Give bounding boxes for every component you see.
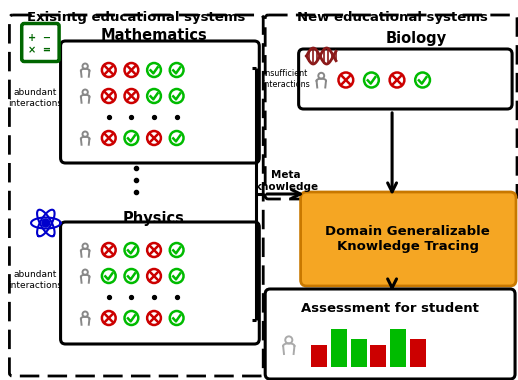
Text: Assessment for student: Assessment for student: [301, 301, 479, 315]
Bar: [410, 339, 425, 367]
FancyBboxPatch shape: [22, 24, 59, 62]
Text: Physics: Physics: [123, 211, 185, 225]
Text: New educational systems: New educational systems: [297, 11, 487, 24]
FancyBboxPatch shape: [265, 289, 515, 379]
Circle shape: [42, 219, 50, 227]
Text: ×  =: × =: [28, 45, 51, 55]
Bar: [390, 329, 406, 367]
Text: Mathematics: Mathematics: [100, 28, 207, 43]
Text: +  −: + −: [28, 33, 51, 43]
Text: abundant
interactions: abundant interactions: [8, 88, 62, 108]
FancyBboxPatch shape: [300, 192, 516, 286]
Text: insufficient
interactions: insufficient interactions: [262, 69, 310, 89]
Text: abundant
interactions: abundant interactions: [8, 270, 62, 290]
FancyBboxPatch shape: [299, 49, 512, 109]
Text: Exisintg educational systems: Exisintg educational systems: [27, 11, 246, 24]
FancyBboxPatch shape: [61, 41, 260, 163]
Bar: [351, 339, 367, 367]
Text: Domain Generalizable
Knowledge Tracing: Domain Generalizable Knowledge Tracing: [325, 225, 490, 253]
Bar: [331, 329, 347, 367]
Bar: [311, 345, 327, 367]
Bar: [370, 345, 386, 367]
FancyBboxPatch shape: [61, 222, 260, 344]
Text: Biology: Biology: [386, 30, 447, 46]
Text: Meta
knowledge: Meta knowledge: [254, 170, 318, 192]
